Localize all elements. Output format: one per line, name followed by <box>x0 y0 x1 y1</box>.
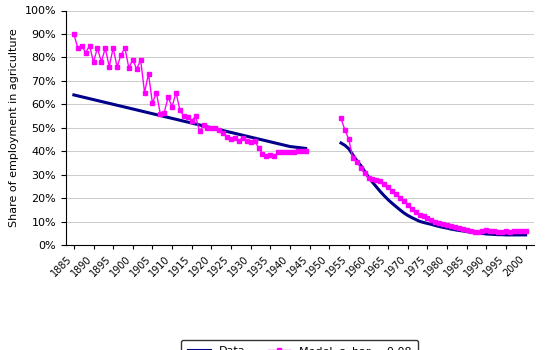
Line: Model, a_bar = 0.08: Model, a_bar = 0.08 <box>72 32 308 158</box>
Data <box>145 111 152 115</box>
Model, a_bar = 0.08 <box>263 154 270 158</box>
Model, a_bar = 0.08 <box>145 72 152 76</box>
Model, a_bar = 0.08 <box>129 58 136 62</box>
Data <box>302 146 309 150</box>
Model, a_bar = 0.08 <box>216 128 223 132</box>
Line: Data: Data <box>74 95 306 148</box>
Data <box>138 109 144 113</box>
Model, a_bar = 0.08 <box>70 32 77 36</box>
Data <box>129 107 136 111</box>
Legend: Data, Model, a_bar = 0.08: Data, Model, a_bar = 0.08 <box>182 340 418 350</box>
Data <box>70 93 77 97</box>
Data <box>149 112 156 116</box>
Model, a_bar = 0.08 <box>302 149 309 153</box>
Model, a_bar = 0.08 <box>138 58 144 62</box>
Model, a_bar = 0.08 <box>110 46 117 50</box>
Model, a_bar = 0.08 <box>149 101 156 105</box>
Y-axis label: Share of employment in agriculture: Share of employment in agriculture <box>9 28 19 227</box>
Data <box>216 127 223 132</box>
Data <box>110 102 117 106</box>
